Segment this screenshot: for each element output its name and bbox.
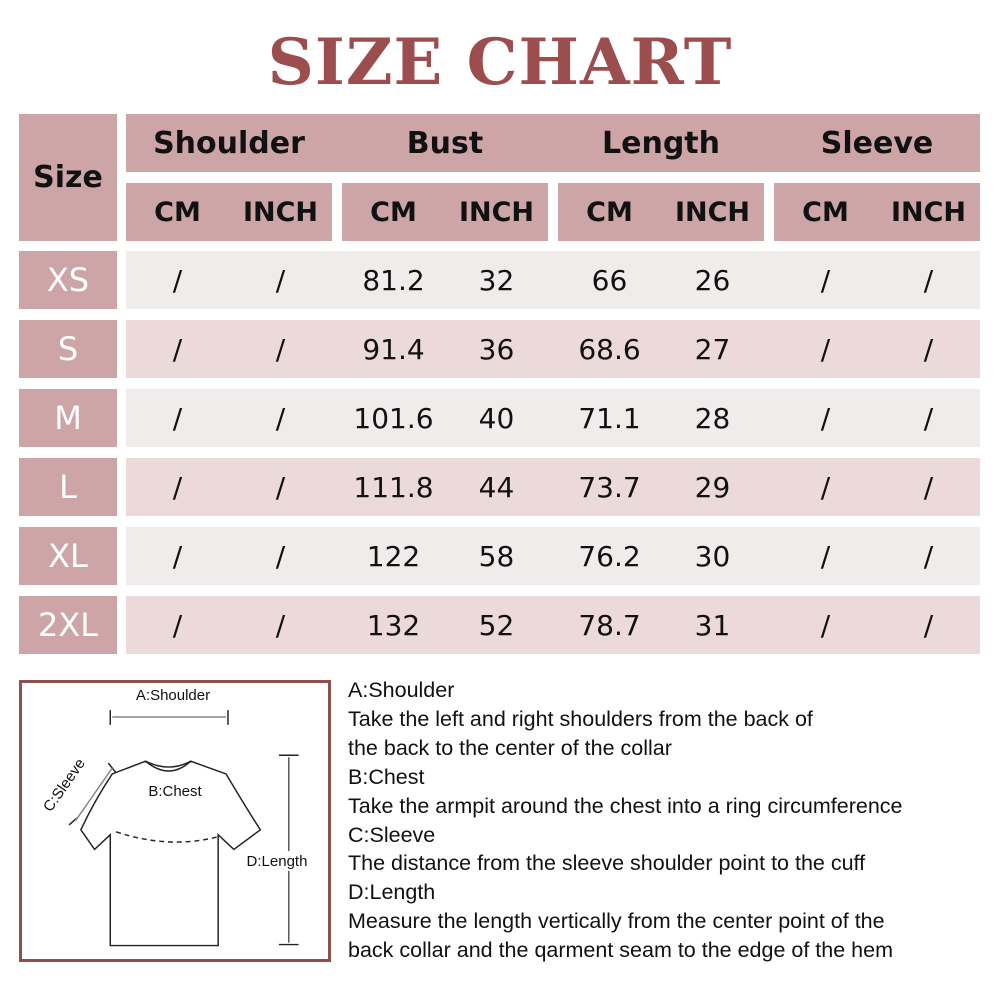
table-cell: 111.8 (353, 470, 434, 504)
unit-header-cm: CM (802, 196, 849, 228)
table-row (126, 320, 980, 378)
table-row (126, 596, 980, 654)
table-cell: 31 (694, 608, 731, 642)
shoulder-label: A:Shoulder (135, 686, 211, 704)
table-row (126, 458, 980, 516)
group-header: Length (602, 125, 720, 161)
table-cell: / (275, 401, 286, 435)
size-label: S (19, 320, 117, 378)
size-label: XS (19, 251, 117, 309)
unit-header-band (126, 183, 332, 241)
instruction-line: Take the left and right shoulders from t… (348, 706, 813, 731)
table-cell: 66 (591, 263, 628, 297)
table-cell: / (923, 608, 934, 642)
unit-header-cm: CM (154, 196, 201, 228)
table-cell: 36 (478, 332, 515, 366)
table-cell: / (820, 332, 831, 366)
table-row (126, 527, 980, 585)
size-label: 2XL (19, 596, 117, 654)
table-cell: 44 (478, 470, 515, 504)
group-header: Shoulder (153, 125, 305, 161)
table-cell: 101.6 (353, 401, 434, 435)
table-cell: / (172, 470, 183, 504)
unit-header-band (774, 183, 980, 241)
table-cell: 58 (478, 539, 515, 573)
instruction-line: Take the armpit around the chest into a … (348, 793, 903, 818)
table-cell: 26 (694, 263, 731, 297)
table-cell: 81.2 (362, 263, 425, 297)
size-label: L (19, 458, 117, 516)
measurement-instructions: A:Shoulder Take the left and right should… (348, 676, 903, 965)
table-cell: 132 (366, 608, 421, 642)
table-cell: / (275, 539, 286, 573)
table-cell: 68.6 (578, 332, 641, 366)
unit-header-band (558, 183, 764, 241)
table-cell: 40 (478, 401, 515, 435)
table-cell: 30 (694, 539, 731, 573)
table-cell: 122 (366, 539, 421, 573)
group-header-band (126, 114, 980, 172)
table-cell: 76.2 (578, 539, 641, 573)
unit-header-inch: INCH (242, 196, 319, 228)
unit-header-cm: CM (370, 196, 417, 228)
tshirt-icon (68, 710, 299, 947)
table-cell: / (275, 470, 286, 504)
table-cell: / (923, 401, 934, 435)
table-cell: 28 (694, 401, 731, 435)
table-cell: 27 (694, 332, 731, 366)
size-label: M (19, 389, 117, 447)
instruction-line: The distance from the sleeve shoulder po… (348, 851, 866, 876)
group-header: Sleeve (820, 125, 934, 161)
instruction-line: back collar and the qarment seam to the … (348, 938, 893, 963)
table-cell: / (923, 539, 934, 573)
size-header: Size (19, 114, 117, 241)
table-cell: / (820, 539, 831, 573)
table-row (126, 251, 980, 309)
table-cell: / (923, 332, 934, 366)
instruction-line: A:Shoulder (348, 678, 455, 702)
table-cell: / (923, 263, 934, 297)
unit-header-cm: CM (586, 196, 633, 228)
tshirt-measurement-diagram: A:Shoulder B:Chest C:Sleeve D:Length (19, 680, 331, 962)
table-cell: 73.7 (578, 470, 641, 504)
table-cell: / (275, 332, 286, 366)
table-cell: / (172, 539, 183, 573)
table-cell: / (275, 263, 286, 297)
table-cell: 78.7 (578, 608, 641, 642)
table-cell: / (172, 401, 183, 435)
length-label: D:Length (237, 851, 317, 871)
size-label: XL (19, 527, 117, 585)
unit-header-band (342, 183, 548, 241)
table-cell: / (172, 263, 183, 297)
table-cell: / (820, 401, 831, 435)
table-cell: / (820, 608, 831, 642)
table-row (126, 389, 980, 447)
unit-header-inch: INCH (458, 196, 535, 228)
table-cell: / (923, 470, 934, 504)
table-cell: / (820, 470, 831, 504)
unit-header-inch: INCH (890, 196, 967, 228)
instruction-line: B:Chest (348, 764, 425, 789)
instruction-line: D:Length (348, 880, 436, 905)
page-title: SIZE CHART (267, 24, 733, 100)
table-cell: 29 (694, 470, 731, 504)
group-header: Bust (406, 125, 484, 161)
table-cell: / (275, 608, 286, 642)
table-cell: 91.4 (362, 332, 425, 366)
chest-label: B:Chest (148, 782, 202, 800)
table-cell: 52 (478, 608, 515, 642)
table-cell: / (172, 608, 183, 642)
table-cell: 32 (478, 263, 515, 297)
instruction-line: the back to the center of the collar (348, 735, 672, 760)
instruction-line: C:Sleeve (348, 822, 436, 847)
table-cell: 71.1 (578, 401, 641, 435)
instruction-line: Measure the length vertically from the c… (348, 909, 885, 934)
table-cell: / (172, 332, 183, 366)
table-cell: / (820, 263, 831, 297)
unit-header-inch: INCH (674, 196, 751, 228)
